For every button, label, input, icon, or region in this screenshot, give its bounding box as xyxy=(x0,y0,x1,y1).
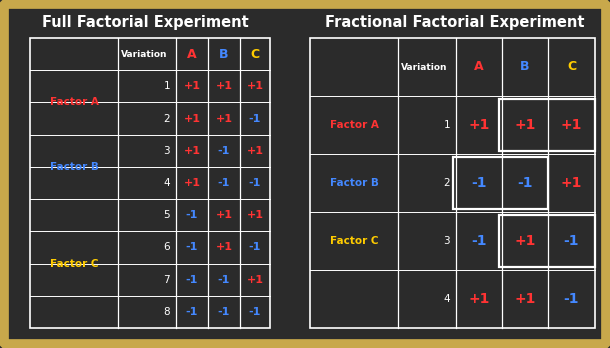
Bar xyxy=(310,38,595,328)
Text: +1: +1 xyxy=(215,113,232,124)
Text: -1: -1 xyxy=(564,292,579,306)
Text: A: A xyxy=(474,61,484,73)
Text: C: C xyxy=(567,61,576,73)
Text: +1: +1 xyxy=(468,292,490,306)
Text: -1: -1 xyxy=(517,176,533,190)
Text: -1: -1 xyxy=(218,307,230,317)
Text: -1: -1 xyxy=(218,275,230,285)
Text: -1: -1 xyxy=(249,113,261,124)
Text: -1: -1 xyxy=(218,178,230,188)
Text: +1: +1 xyxy=(468,118,490,132)
Text: -1: -1 xyxy=(218,146,230,156)
Text: +1: +1 xyxy=(246,81,264,91)
Text: 4: 4 xyxy=(443,294,450,304)
Text: -1: -1 xyxy=(186,243,198,252)
Text: C: C xyxy=(251,48,260,61)
Text: Factor B: Factor B xyxy=(49,162,98,172)
Text: Variation: Variation xyxy=(401,63,447,71)
Text: -1: -1 xyxy=(249,307,261,317)
Text: +1: +1 xyxy=(215,210,232,220)
Text: +1: +1 xyxy=(184,113,201,124)
Text: 1: 1 xyxy=(443,120,450,130)
Text: -1: -1 xyxy=(249,243,261,252)
Text: +1: +1 xyxy=(246,210,264,220)
Text: +1: +1 xyxy=(184,178,201,188)
Text: -1: -1 xyxy=(472,234,487,248)
Text: 5: 5 xyxy=(163,210,170,220)
Text: -1: -1 xyxy=(186,210,198,220)
Text: 2: 2 xyxy=(163,113,170,124)
Text: +1: +1 xyxy=(246,146,264,156)
Text: +1: +1 xyxy=(514,234,536,248)
Text: 3: 3 xyxy=(163,146,170,156)
Text: +1: +1 xyxy=(184,81,201,91)
Text: 8: 8 xyxy=(163,307,170,317)
Text: +1: +1 xyxy=(561,176,582,190)
Text: Full Factorial Experiment: Full Factorial Experiment xyxy=(41,15,248,30)
Text: A: A xyxy=(187,48,197,61)
Text: -1: -1 xyxy=(564,234,579,248)
Text: +1: +1 xyxy=(246,275,264,285)
Text: -1: -1 xyxy=(186,307,198,317)
Text: +1: +1 xyxy=(514,118,536,132)
Text: Factor C: Factor C xyxy=(50,259,98,269)
Text: Factor A: Factor A xyxy=(329,120,378,130)
Text: Factor B: Factor B xyxy=(329,178,378,188)
Text: 3: 3 xyxy=(443,236,450,246)
Text: +1: +1 xyxy=(215,81,232,91)
FancyBboxPatch shape xyxy=(4,4,606,344)
Bar xyxy=(30,38,270,328)
Text: 4: 4 xyxy=(163,178,170,188)
Text: B: B xyxy=(520,61,529,73)
Text: B: B xyxy=(219,48,229,61)
Text: 1: 1 xyxy=(163,81,170,91)
Text: Variation: Variation xyxy=(121,50,167,58)
Text: Factor C: Factor C xyxy=(330,236,378,246)
Text: +1: +1 xyxy=(514,292,536,306)
Bar xyxy=(453,157,548,209)
Text: -1: -1 xyxy=(186,275,198,285)
Text: +1: +1 xyxy=(215,243,232,252)
Text: 6: 6 xyxy=(163,243,170,252)
Bar xyxy=(499,99,595,151)
Text: -1: -1 xyxy=(249,178,261,188)
Text: Factor A: Factor A xyxy=(49,97,98,108)
Text: 7: 7 xyxy=(163,275,170,285)
Text: +1: +1 xyxy=(561,118,582,132)
Text: -1: -1 xyxy=(472,176,487,190)
Bar xyxy=(499,215,595,267)
Text: Fractional Factorial Experiment: Fractional Factorial Experiment xyxy=(325,15,585,30)
Text: +1: +1 xyxy=(184,146,201,156)
Text: 2: 2 xyxy=(443,178,450,188)
